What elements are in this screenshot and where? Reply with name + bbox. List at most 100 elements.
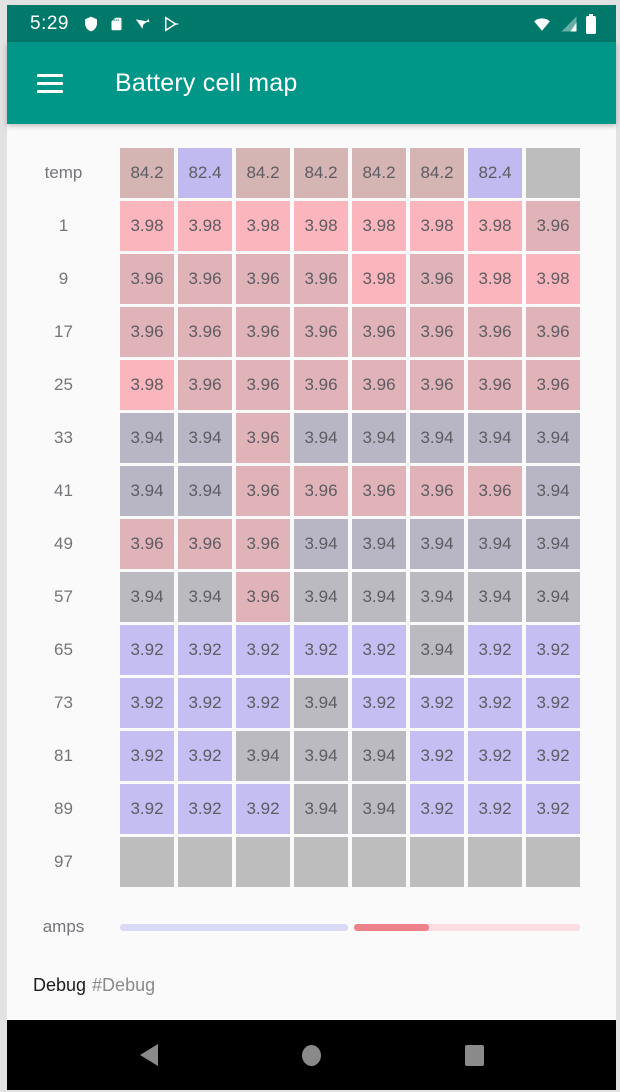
voltage-cell: 3.92 — [120, 784, 174, 834]
voltage-cell: 3.96 — [526, 307, 580, 357]
voltage-cell: 3.96 — [410, 307, 464, 357]
voltage-cell: 3.94 — [178, 413, 232, 463]
voltage-cell: 3.94 — [352, 784, 406, 834]
voltage-cell: 3.94 — [120, 413, 174, 463]
page-title: Battery cell map — [115, 68, 298, 97]
empty-cell — [468, 837, 522, 887]
home-icon — [302, 1044, 321, 1066]
voltage-cell: 3.98 — [352, 201, 406, 251]
voltage-cell: 3.98 — [236, 201, 290, 251]
status-right-icons — [531, 13, 597, 34]
voltage-cell: 3.92 — [236, 625, 290, 675]
voltage-cell: 3.96 — [178, 360, 232, 410]
status-left-icons — [83, 15, 531, 33]
wifi-icon — [531, 15, 553, 33]
grid-row-89: 89 3.92 3.92 3.92 3.94 3.94 3.92 3.92 3.92 — [7, 784, 616, 834]
voltage-cell: 3.94 — [120, 572, 174, 622]
battery-cell-map-content: temp 84.2 82.4 84.2 84.2 84.2 84.2 82.4 1 3.98 3.9… — [7, 124, 616, 1020]
voltage-cell: 3.96 — [120, 307, 174, 357]
debug-line: Debug #Debug — [33, 975, 616, 996]
row-label: 57 — [54, 587, 73, 606]
voltage-cell: 84.2 — [120, 148, 174, 198]
voltage-cell: 3.92 — [468, 731, 522, 781]
voltage-cell: 3.92 — [120, 625, 174, 675]
voltage-cell: 82.4 — [468, 148, 522, 198]
row-label: 41 — [54, 481, 73, 500]
grid-row-25: 25 3.98 3.96 3.96 3.96 3.96 3.96 3.96 3.96 — [7, 360, 616, 410]
voltage-cell: 3.96 — [468, 307, 522, 357]
cell-signal-icon — [559, 15, 579, 33]
row-label: temp — [44, 163, 83, 182]
voltage-cell: 3.96 — [178, 254, 232, 304]
voltage-cell: 3.94 — [352, 519, 406, 569]
voltage-cell: 3.94 — [352, 572, 406, 622]
grid-row-1: 1 3.98 3.98 3.98 3.98 3.98 3.98 3.98 3.96 — [7, 201, 616, 251]
amps-bar-discharge — [354, 923, 580, 931]
voltage-cell: 3.94 — [352, 413, 406, 463]
voltage-cell: 84.2 — [294, 148, 348, 198]
back-button[interactable] — [129, 1035, 169, 1075]
row-label: 9 — [58, 269, 69, 288]
voltage-cell: 3.98 — [410, 201, 464, 251]
voltage-cell: 3.92 — [410, 678, 464, 728]
home-button[interactable] — [292, 1035, 332, 1075]
row-cells: 3.94 3.94 3.96 3.96 3.96 3.96 3.96 3.94 — [120, 466, 580, 516]
voltage-cell: 3.92 — [178, 678, 232, 728]
voltage-cell: 3.94 — [294, 731, 348, 781]
voltage-cell: 3.96 — [236, 519, 290, 569]
voltage-cell: 3.94 — [294, 413, 348, 463]
voltage-cell: 3.94 — [410, 625, 464, 675]
voltage-cell: 3.92 — [236, 784, 290, 834]
row-label: 33 — [54, 428, 73, 447]
amps-row: amps — [7, 917, 616, 937]
menu-icon[interactable] — [37, 73, 63, 93]
grid-row-73: 73 3.92 3.92 3.92 3.94 3.92 3.92 3.92 3.92 — [7, 678, 616, 728]
voltage-cell: 3.92 — [178, 784, 232, 834]
voltage-cell: 3.96 — [236, 307, 290, 357]
voltage-cell: 3.96 — [178, 307, 232, 357]
voltage-cell: 3.96 — [526, 201, 580, 251]
voltage-cell: 3.94 — [526, 413, 580, 463]
voltage-cell: 3.92 — [526, 784, 580, 834]
shield-icon — [83, 15, 99, 33]
phone-screen: 5:29 — [7, 5, 616, 1090]
row-cells — [120, 837, 580, 887]
debug-tag: #Debug — [92, 975, 156, 995]
voltage-cell: 3.98 — [526, 254, 580, 304]
row-cells: 3.94 3.94 3.96 3.94 3.94 3.94 3.94 3.94 — [120, 413, 580, 463]
voltage-cell: 3.96 — [410, 254, 464, 304]
empty-cell — [236, 837, 290, 887]
voltage-cell: 3.94 — [352, 731, 406, 781]
voltage-cell: 3.94 — [294, 678, 348, 728]
empty-cell — [410, 837, 464, 887]
sd-card-icon — [109, 15, 124, 33]
row-cells: 3.96 3.96 3.96 3.94 3.94 3.94 3.94 3.94 — [120, 519, 580, 569]
voltage-cell: 3.92 — [526, 731, 580, 781]
debug-label: Debug — [33, 975, 87, 995]
recents-button[interactable] — [454, 1035, 494, 1075]
voltage-cell: 3.96 — [352, 466, 406, 516]
grid-row-41: 41 3.94 3.94 3.96 3.96 3.96 3.96 3.96 3.94 — [7, 466, 616, 516]
voltage-cell: 3.96 — [120, 254, 174, 304]
grid-row-temp: temp 84.2 82.4 84.2 84.2 84.2 84.2 82.4 — [7, 148, 616, 198]
empty-cell — [526, 837, 580, 887]
row-cells: 3.92 3.92 3.92 3.92 3.92 3.94 3.92 3.92 — [120, 625, 580, 675]
empty-cell — [352, 837, 406, 887]
voltage-cell: 3.94 — [468, 572, 522, 622]
grid-row-17: 17 3.96 3.96 3.96 3.96 3.96 3.96 3.96 3.96 — [7, 307, 616, 357]
voltage-cell: 3.94 — [410, 519, 464, 569]
row-label: 1 — [58, 216, 69, 235]
voltage-cell: 3.92 — [410, 784, 464, 834]
back-icon — [140, 1044, 158, 1066]
voltage-cell: 3.96 — [468, 466, 522, 516]
amps-bars — [120, 923, 580, 931]
row-cells: 3.94 3.94 3.96 3.94 3.94 3.94 3.94 3.94 — [120, 572, 580, 622]
status-bar: 5:29 — [7, 5, 616, 42]
grid-row-9: 9 3.96 3.96 3.96 3.96 3.98 3.96 3.98 3.98 — [7, 254, 616, 304]
voltage-cell: 82.4 — [178, 148, 232, 198]
recents-icon — [464, 1044, 484, 1066]
voltage-cell: 3.96 — [236, 254, 290, 304]
voltage-cell: 3.98 — [294, 201, 348, 251]
voltage-cell: 3.94 — [526, 519, 580, 569]
voltage-cell: 3.92 — [178, 625, 232, 675]
